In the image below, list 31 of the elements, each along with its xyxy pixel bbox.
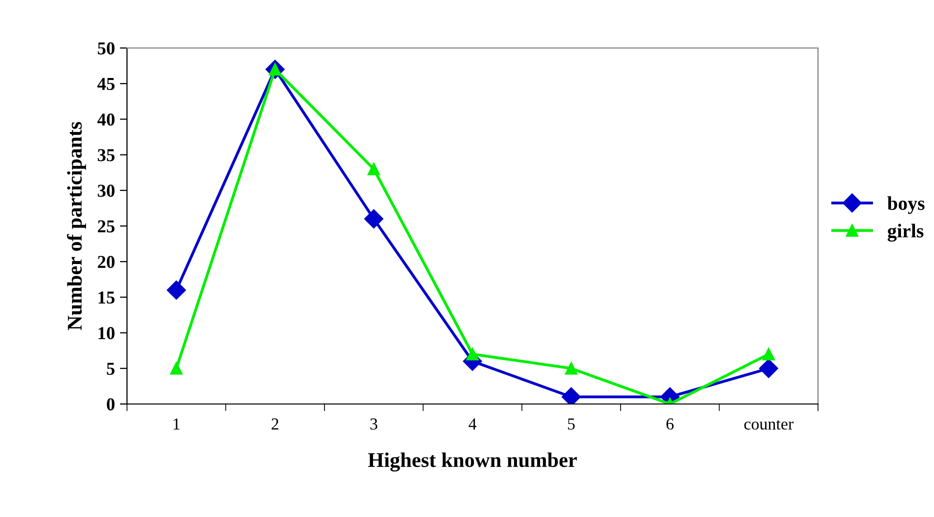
point — [564, 362, 578, 375]
y-tick-label: 50 — [98, 42, 115, 54]
y-tick-label: 5 — [106, 362, 115, 375]
point — [364, 209, 384, 228]
point — [759, 358, 778, 378]
x-tick-label: 4 — [468, 418, 476, 430]
point — [166, 280, 186, 300]
legend-label: girls — [888, 224, 924, 242]
y-tick-label: 0 — [106, 398, 115, 410]
y-tick-label: 35 — [98, 149, 115, 162]
y-tick-label: 20 — [98, 256, 115, 268]
point — [762, 348, 775, 360]
point — [170, 362, 183, 375]
y-tick-label: 40 — [97, 113, 115, 126]
x-tick-label: 3 — [370, 418, 378, 430]
x-tick-label: 6 — [666, 418, 674, 430]
x-tick-label: 1 — [174, 418, 180, 430]
x-tick-label: counter — [744, 420, 794, 430]
point — [562, 387, 581, 404]
x-axis-title: Highest known number — [368, 452, 577, 472]
y-tick-label: 30 — [98, 184, 115, 197]
x-tick-label: 2 — [272, 418, 278, 430]
x-tick-label: 5 — [568, 418, 575, 430]
y-tick-label: 10 — [98, 327, 115, 340]
legend-label: boys — [887, 196, 924, 214]
point — [368, 162, 380, 176]
point — [466, 348, 479, 360]
y-tick-label: 45 — [97, 78, 115, 90]
y-axis-title: Number of participants — [66, 122, 86, 330]
y-tick-label: 15 — [98, 292, 115, 304]
y-tick-label: 25 — [98, 220, 115, 232]
